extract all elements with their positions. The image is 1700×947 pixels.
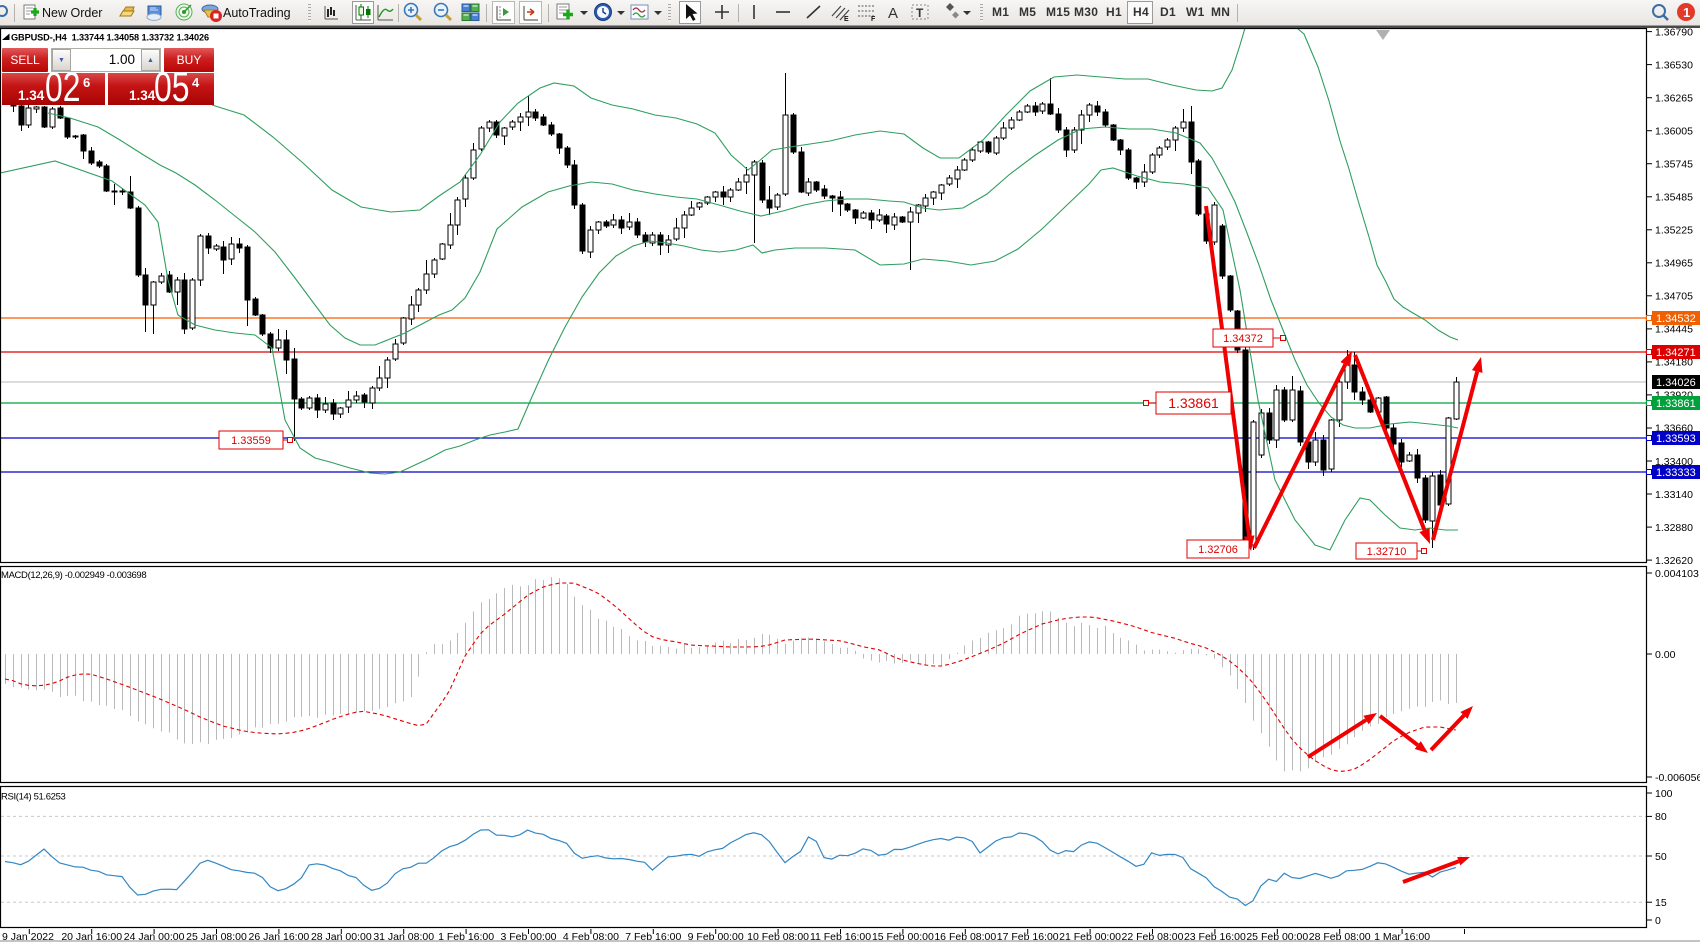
svg-text:16 Feb 08:00: 16 Feb 08:00 — [934, 931, 996, 942]
svg-text:1.32710: 1.32710 — [1367, 546, 1407, 558]
svg-text:15 Feb 00:00: 15 Feb 00:00 — [872, 931, 934, 942]
svg-text:0.004103: 0.004103 — [1655, 568, 1699, 580]
svg-text:MACD(12,26,9) -0.002949 -0.003: MACD(12,26,9) -0.002949 -0.003698 — [1, 570, 146, 581]
svg-text:25 Feb 00:00: 25 Feb 00:00 — [1246, 931, 1308, 942]
svg-text:100: 100 — [1655, 788, 1673, 800]
svg-text:21 Feb 00:00: 21 Feb 00:00 — [1059, 931, 1121, 942]
svg-text:GBPUSD-,H4 1.33744 1.34058 1.: GBPUSD-,H4 1.33744 1.34058 1.33732 1.340… — [11, 33, 209, 43]
svg-text:1.34445: 1.34445 — [1655, 324, 1693, 336]
svg-text:3 Feb 00:00: 3 Feb 00:00 — [500, 931, 556, 942]
svg-text:1.34372: 1.34372 — [1223, 333, 1263, 345]
svg-text:1.35225: 1.35225 — [1655, 225, 1693, 237]
svg-text:1.35485: 1.35485 — [1655, 192, 1693, 204]
svg-text:1 Feb 16:00: 1 Feb 16:00 — [438, 931, 494, 942]
svg-text:31 Jan 08:00: 31 Jan 08:00 — [373, 931, 434, 942]
svg-text:1.33140: 1.33140 — [1655, 489, 1693, 501]
svg-text:1.32880: 1.32880 — [1655, 522, 1693, 534]
svg-text:0.00: 0.00 — [1655, 649, 1676, 661]
svg-text:1.34532: 1.34532 — [1656, 313, 1696, 325]
svg-text:1.33333: 1.33333 — [1656, 467, 1696, 479]
svg-text:11 Feb 16:00: 11 Feb 16:00 — [810, 931, 871, 942]
svg-text:F: F — [871, 16, 876, 23]
svg-text:RSI(14) 51.6253: RSI(14) 51.6253 — [1, 792, 66, 803]
svg-text:24 Jan 00:00: 24 Jan 00:00 — [124, 931, 185, 942]
svg-text:E: E — [844, 16, 849, 23]
svg-text:1.33861: 1.33861 — [1168, 395, 1219, 411]
svg-text:80: 80 — [1655, 811, 1667, 823]
svg-text:1.34965: 1.34965 — [1655, 258, 1693, 270]
svg-text:7 Feb 16:00: 7 Feb 16:00 — [625, 931, 681, 942]
svg-text:22 Feb 08:00: 22 Feb 08:00 — [1122, 931, 1184, 942]
svg-text:17 Feb 16:00: 17 Feb 16:00 — [997, 931, 1059, 942]
svg-text:4 Feb 08:00: 4 Feb 08:00 — [563, 931, 619, 942]
svg-text:50: 50 — [1655, 851, 1667, 863]
svg-text:26 Jan 16:00: 26 Jan 16:00 — [249, 931, 310, 942]
svg-text:10 Feb 08:00: 10 Feb 08:00 — [747, 931, 809, 942]
svg-text:1.34026: 1.34026 — [1656, 377, 1696, 389]
svg-text:1.33861: 1.33861 — [1656, 398, 1696, 410]
svg-text:1: 1 — [1683, 5, 1690, 20]
svg-text:-0.006056: -0.006056 — [1655, 772, 1700, 784]
svg-text:1.33400: 1.33400 — [1655, 456, 1693, 468]
svg-text:28 Jan 00:00: 28 Jan 00:00 — [311, 931, 372, 942]
svg-text:9 Jan 2022: 9 Jan 2022 — [2, 931, 54, 942]
svg-text:0: 0 — [1655, 915, 1661, 927]
svg-text:1.34271: 1.34271 — [1656, 347, 1696, 359]
svg-text:28 Feb 08:00: 28 Feb 08:00 — [1309, 931, 1371, 942]
svg-text:T: T — [916, 6, 924, 20]
svg-text:1.34705: 1.34705 — [1655, 291, 1693, 303]
svg-text:1.32706: 1.32706 — [1198, 544, 1238, 556]
svg-text:15: 15 — [1655, 897, 1667, 909]
svg-text:1 Mar 16:00: 1 Mar 16:00 — [1374, 931, 1430, 942]
svg-text:23 Feb 16:00: 23 Feb 16:00 — [1184, 931, 1246, 942]
svg-text:9 Feb 00:00: 9 Feb 00:00 — [688, 931, 744, 942]
svg-text:1.34180: 1.34180 — [1655, 357, 1693, 369]
svg-text:A: A — [888, 5, 898, 22]
svg-text:1.36005: 1.36005 — [1655, 126, 1693, 138]
svg-text:1.35745: 1.35745 — [1655, 159, 1693, 171]
svg-text:1.32620: 1.32620 — [1655, 555, 1693, 567]
svg-text:1.36530: 1.36530 — [1655, 59, 1693, 71]
svg-text:20 Jan 16:00: 20 Jan 16:00 — [61, 931, 122, 942]
svg-text:1.33559: 1.33559 — [231, 435, 271, 447]
svg-text:1.33593: 1.33593 — [1656, 433, 1696, 445]
svg-text:1.36265: 1.36265 — [1655, 92, 1693, 104]
svg-text:1.36790: 1.36790 — [1655, 28, 1693, 38]
svg-text:25 Jan 08:00: 25 Jan 08:00 — [186, 931, 247, 942]
